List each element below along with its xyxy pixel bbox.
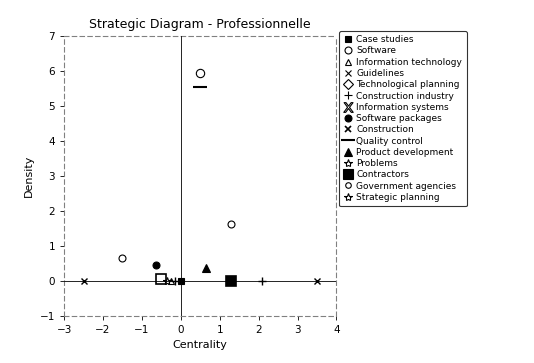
Legend: Case studies, Software, Information technology, Guidelines, Technological planni: Case studies, Software, Information tech…: [339, 31, 467, 206]
Y-axis label: Density: Density: [24, 155, 34, 197]
X-axis label: Centrality: Centrality: [173, 340, 227, 350]
Title: Strategic Diagram - Professionnelle: Strategic Diagram - Professionnelle: [89, 18, 311, 31]
